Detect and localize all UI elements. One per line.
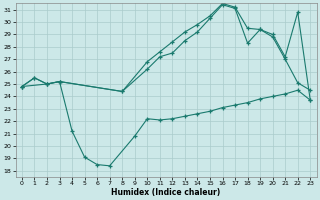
X-axis label: Humidex (Indice chaleur): Humidex (Indice chaleur) [111,188,221,197]
